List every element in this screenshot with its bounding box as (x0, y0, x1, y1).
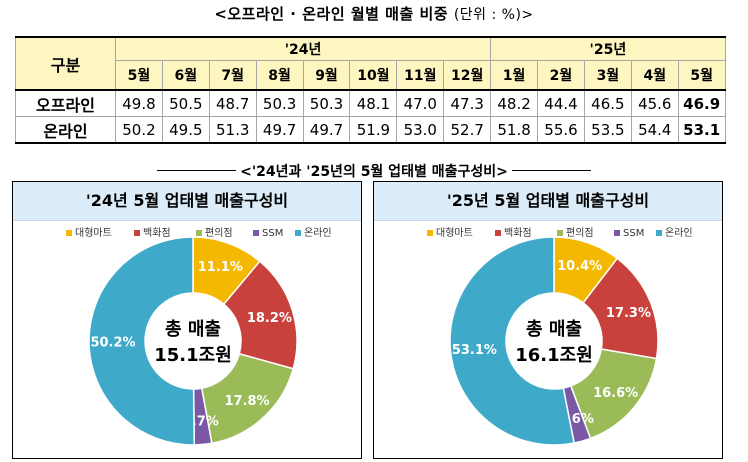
month-header: 8월 (255, 60, 304, 91)
table-cell: 48.1 (349, 89, 398, 117)
month-header: 11월 (396, 60, 445, 91)
table-cell: 54.4 (630, 116, 679, 144)
legend-label: SSM (623, 228, 644, 239)
year-header-2024: '24년 (114, 36, 492, 61)
chart-panel-2024: 대형마트 백화점 편의점 SSM 온라인 11.1% 18.2% 17.8% 2.7% 50.2%… (12, 181, 362, 459)
legend-swatch (656, 230, 662, 236)
table-cell: 53.1 (677, 116, 726, 144)
donut-chart-svg: 대형마트 백화점 편의점 SSM 온라인10.4%17.3%16.6%2.6%53.1%… (427, 227, 693, 446)
table-cell: 49.7 (302, 116, 351, 144)
month-header: 3월 (583, 60, 632, 91)
legend-label: SSM (262, 228, 283, 239)
month-header: 9월 (302, 60, 351, 91)
table-cell: 49.8 (115, 89, 163, 117)
legend-swatch (495, 230, 501, 236)
table-row: 오프라인 49.8 50.5 48.7 50.3 50.3 48.1 47.0 47.3 48.2… (15, 89, 726, 117)
legend-swatch (134, 230, 140, 236)
donut-center (507, 294, 601, 388)
table-cell: 46.5 (583, 89, 632, 117)
table-cell: 50.3 (302, 89, 351, 117)
monthly-share-table: 구분 '24년 '25년 5월 6월 7월 8월 9월 10월 11월 12월 1월 2월 3월 4월 5월 오… (15, 36, 726, 144)
chart-title-2024: '24년 5월 업태별 매출구성비 (13, 182, 361, 221)
table-cell: 53.5 (583, 116, 632, 144)
table-cell: 53.0 (396, 116, 445, 144)
table-cell: 47.0 (396, 89, 445, 117)
year-header-2025: '25년 (490, 36, 726, 61)
slice-label: 10.4% (557, 259, 602, 274)
stats-title-unit: (단위 : %)> (453, 7, 534, 23)
legend-swatch (66, 230, 72, 236)
row-label: 온라인 (15, 116, 116, 144)
slice-label: 16.6% (593, 386, 638, 401)
center-label: 총 매출 (526, 319, 582, 340)
table-cell: 51.8 (490, 116, 539, 144)
stats-title-main: <오프라인 · 온라인 월별 매출 비중 (214, 5, 449, 23)
month-header: 10월 (349, 60, 398, 91)
chart-panel-2025: 대형마트 백화점 편의점 SSM 온라인 10.4% 17.3% 16.6% 2.6% 53.1%… (373, 181, 723, 459)
section-title: <'24년과 '25년의 5월 업태별 매출구성비> (0, 161, 748, 181)
table-cell: 48.7 (208, 89, 257, 117)
legend-swatch (253, 230, 259, 236)
month-header: 1월 (490, 60, 539, 91)
table-cell: 46.9 (677, 89, 726, 117)
table-cell: 47.3 (443, 89, 492, 117)
chart-title-2025: '25년 5월 업태별 매출구성비 (374, 182, 722, 221)
month-header: 6월 (161, 60, 210, 91)
stats-title: <오프라인 · 온라인 월별 매출 비중 (단위 : %)> (0, 3, 748, 24)
legend-swatch (557, 230, 563, 236)
legend-label: 대형마트 (75, 227, 112, 239)
donut-center (146, 294, 240, 388)
legend-label: 온라인 (304, 227, 332, 239)
table-cell: 49.7 (255, 116, 304, 144)
table-cell: 45.6 (630, 89, 679, 117)
table-cell: 50.2 (115, 116, 163, 144)
month-header: 4월 (630, 60, 679, 91)
table-cell: 51.3 (208, 116, 257, 144)
month-header: 12월 (443, 60, 492, 91)
donut-chart-svg: 대형마트 백화점 편의점 SSM 온라인11.1%18.2%17.8%2.7%50.2%… (66, 227, 332, 446)
center-value: 15.1조원 (154, 345, 232, 366)
donut-slice (449, 236, 576, 446)
legend-swatch (295, 230, 301, 236)
month-header: 2월 (537, 60, 585, 91)
month-header: 5월 (115, 60, 163, 91)
row-label: 오프라인 (15, 89, 116, 117)
table-row: 온라인 50.2 49.5 51.3 49.7 49.7 51.9 53.0 52.7 51.8 5… (15, 116, 726, 144)
center-label: 총 매출 (165, 319, 221, 340)
legend-label: 편의점 (205, 227, 233, 239)
slice-label: 18.2% (247, 311, 292, 326)
legend-label: 온라인 (665, 227, 693, 239)
slice-label: 17.8% (224, 394, 269, 409)
month-header: 7월 (208, 60, 257, 91)
table-cell: 55.6 (537, 116, 585, 144)
legend-label: 대형마트 (436, 227, 473, 239)
slice-label: 17.3% (606, 306, 651, 321)
legend-label: 편의점 (566, 227, 594, 239)
donut-slice (88, 236, 196, 446)
table-cell: 44.4 (537, 89, 585, 117)
table-cell: 50.3 (255, 89, 304, 117)
header-label: 구분 (15, 36, 116, 91)
table-cell: 49.5 (161, 116, 210, 144)
center-value: 16.1조원 (515, 345, 593, 366)
legend-swatch (427, 230, 433, 236)
legend-swatch (614, 230, 620, 236)
legend-swatch (196, 230, 202, 236)
slice-label: 11.1% (198, 260, 243, 275)
table-cell: 50.5 (161, 89, 210, 117)
slice-label: 50.2% (90, 336, 135, 351)
table-cell: 52.7 (443, 116, 492, 144)
month-header: 5월 (677, 60, 726, 91)
slice-label: 53.1% (452, 343, 497, 358)
legend-label: 백화점 (504, 227, 532, 239)
legend-label: 백화점 (143, 227, 171, 239)
table-cell: 48.2 (490, 89, 539, 117)
table-cell: 51.9 (349, 116, 398, 144)
